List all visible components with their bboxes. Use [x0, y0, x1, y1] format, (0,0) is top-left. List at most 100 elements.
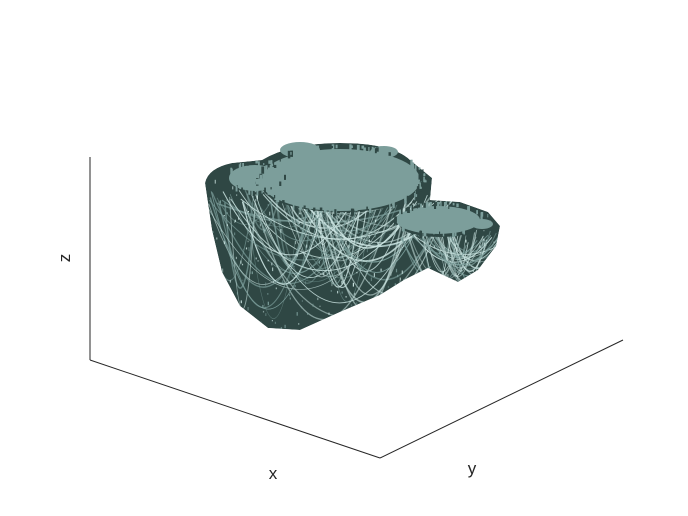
surface-speck [450, 238, 452, 243]
surface-speck [294, 241, 297, 245]
x-axis-line [89, 359, 381, 459]
surface-speck [447, 274, 449, 277]
surface-speck [395, 254, 397, 256]
fringe-speck [378, 148, 381, 151]
surface-speck [399, 280, 401, 284]
surface-speck [483, 207, 486, 211]
surface-speck [222, 268, 224, 273]
surface-speck [431, 235, 433, 239]
surface-arc [216, 197, 273, 225]
surface-speck [211, 170, 213, 172]
surface-speck [298, 222, 300, 225]
fringe-speck [463, 229, 465, 235]
surface-speck [301, 300, 303, 302]
surface-speck [234, 232, 236, 236]
fringe-speck [279, 154, 281, 162]
surface-speck [219, 200, 221, 204]
surface-speck [490, 181, 492, 186]
surface-speck [338, 227, 340, 230]
fringe-speck [423, 176, 425, 183]
surface-speck [285, 255, 288, 259]
surface-arc [417, 230, 500, 266]
surface-speck [465, 239, 467, 243]
fringe-speck [384, 149, 387, 157]
surface-arc [246, 200, 301, 319]
surface-speck [475, 317, 477, 321]
surface-speck [397, 274, 399, 278]
surface-speck [218, 308, 220, 312]
surface-speck [427, 239, 429, 241]
surface-speck [225, 324, 227, 328]
surface-speck [452, 326, 454, 328]
surface-speck [340, 228, 342, 230]
surface-speck [208, 287, 210, 291]
surface-speck [257, 260, 259, 262]
surface-speck [341, 291, 343, 294]
surface-speck [260, 321, 262, 326]
surface-speck [490, 312, 492, 317]
surface-speck [482, 316, 484, 321]
surface-speck [337, 290, 339, 294]
fringe-speck [266, 163, 270, 168]
surface-speck [327, 253, 329, 255]
surface-speck [499, 307, 500, 310]
surface-speck [458, 299, 460, 304]
surface-speck [419, 320, 421, 324]
surface-speck [358, 305, 360, 310]
fringe-speck [258, 161, 260, 166]
surface-speck [406, 204, 408, 207]
surface-speck [413, 304, 415, 308]
fringe-speck [402, 226, 405, 232]
surface-speck [315, 235, 317, 240]
surface-speck [247, 211, 249, 213]
fringe-speck [412, 162, 415, 169]
surface-arc [438, 227, 478, 278]
fringe-speck [392, 202, 395, 209]
cap-fringe [230, 144, 484, 239]
surface-speck [275, 287, 277, 290]
surface-speck [376, 240, 378, 243]
fringe-speck [256, 178, 259, 185]
fringe-speck [368, 147, 370, 155]
surface-speck [447, 261, 449, 265]
surface-speck [362, 325, 364, 328]
surface-speck [374, 234, 376, 238]
surface-speck [371, 210, 374, 213]
surface-speck [443, 284, 445, 288]
fringe-speck [423, 231, 427, 237]
surface-speck [335, 234, 337, 236]
surface-arc [409, 232, 489, 256]
fringe-speck [374, 148, 377, 154]
surface-speck [238, 217, 240, 220]
fringe-speck [331, 144, 335, 153]
fringe-speck [376, 147, 379, 152]
surface-speck [456, 240, 458, 243]
surface-speck [497, 194, 499, 197]
surface-speck [437, 182, 439, 185]
surface-speck [256, 195, 258, 200]
surface-speck [471, 326, 473, 328]
surface-speck [429, 266, 431, 268]
surface-speck [446, 190, 448, 193]
surface-arc [254, 202, 392, 321]
fringe-speck [289, 152, 292, 155]
fringe-speck [480, 212, 483, 219]
surface-speck [355, 306, 357, 309]
fringe-speck [256, 188, 259, 196]
surface-speck [249, 271, 251, 274]
fringe-speck [423, 202, 426, 208]
surface-arc [312, 196, 358, 286]
surface-speck [466, 261, 468, 263]
surface-speck [394, 263, 396, 266]
surface-speck [334, 257, 336, 259]
surface-speck [403, 279, 405, 283]
surface-speck [259, 223, 261, 227]
surface-arc [205, 202, 392, 290]
surface-speck [271, 262, 273, 266]
surface-speck [408, 204, 410, 206]
surface-speck [395, 224, 397, 228]
surface-speck [267, 204, 269, 206]
surface-speck [366, 248, 368, 253]
surface-speck [479, 245, 481, 248]
surface-speck [373, 308, 375, 312]
